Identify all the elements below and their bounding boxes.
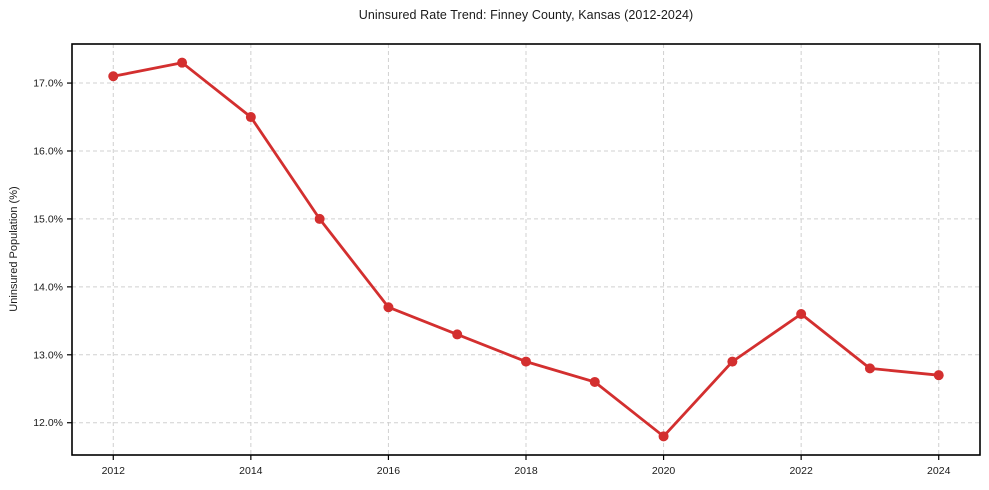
data-point-marker	[177, 57, 188, 68]
x-tick-label: 2018	[514, 465, 538, 477]
x-tick-label: 2022	[789, 465, 813, 477]
data-point-marker	[727, 356, 738, 367]
data-point-marker	[658, 431, 669, 442]
data-point-marker	[933, 370, 944, 381]
data-point-marker	[796, 309, 807, 320]
y-tick-label: 17.0%	[33, 78, 63, 90]
chart-title: Uninsured Rate Trend: Finney County, Kan…	[358, 8, 694, 22]
data-point-marker	[245, 112, 256, 123]
data-point-marker	[452, 329, 463, 340]
x-tick-label: 2012	[102, 465, 126, 477]
y-tick-label: 12.0%	[33, 417, 63, 429]
data-point-marker	[589, 376, 600, 387]
data-point-marker	[383, 302, 394, 313]
y-tick-label: 16.0%	[33, 145, 63, 157]
axes-frame	[71, 43, 981, 456]
data-point-marker	[108, 71, 119, 82]
x-tick-label: 2024	[927, 465, 951, 477]
data-point-marker	[864, 363, 875, 374]
y-tick-label: 13.0%	[33, 349, 63, 361]
x-tick-label: 2014	[239, 465, 263, 477]
y-tick-label: 15.0%	[33, 213, 63, 225]
data-point-marker	[314, 213, 325, 224]
data-point-marker	[521, 356, 531, 367]
x-tick-label: 2016	[377, 465, 401, 477]
y-tick-label: 14.0%	[33, 281, 63, 293]
y-axis-label: Uninsured Population (%)	[8, 186, 20, 312]
x-tick-label: 2020	[652, 465, 676, 477]
